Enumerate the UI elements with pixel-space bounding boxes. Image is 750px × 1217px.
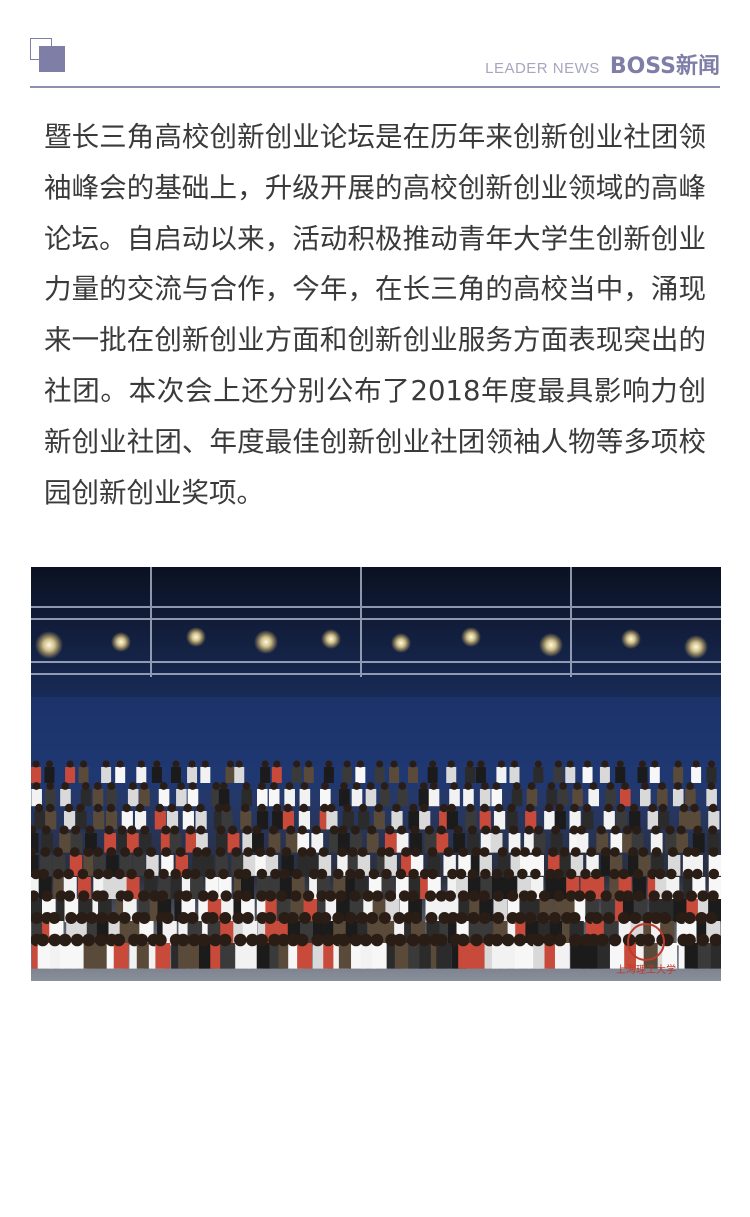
header-cn-label: BOSS新闻 (609, 54, 720, 79)
header-en-label: LEADER NEWS (485, 60, 600, 77)
stage-lights (35, 627, 708, 659)
square-logo-fill (39, 46, 65, 72)
group-photo[interactable]: 上海理工大学 (31, 567, 721, 981)
photo-watermark: 上海理工大学 (616, 963, 676, 976)
article-header: LEADER NEWS BOSS新闻 (30, 38, 720, 88)
header-divider (30, 86, 720, 88)
article-paragraph: 暨长三角高校创新创业论坛是在历年来创新创业社团领袖峰会的基础上，升级开展的高校创… (44, 121, 706, 509)
header-title: LEADER NEWS BOSS新闻 (485, 48, 720, 80)
stage-truss (31, 567, 721, 677)
university-seal-icon (627, 923, 665, 961)
crowd (31, 760, 721, 969)
